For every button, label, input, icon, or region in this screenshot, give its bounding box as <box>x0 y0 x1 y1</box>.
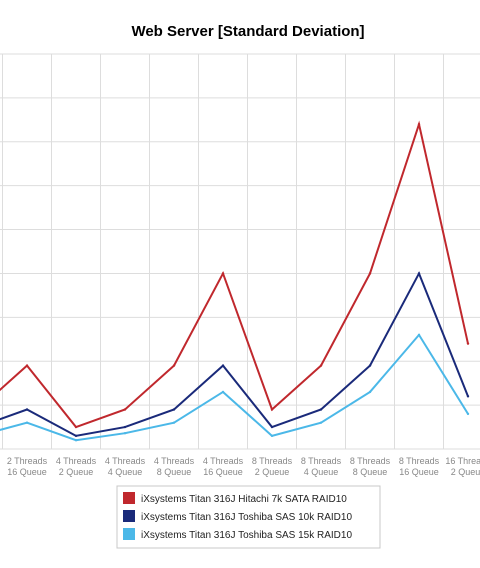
x-tick-label: 4 Threads 2 Queue <box>56 456 97 477</box>
data-point <box>25 408 29 411</box>
data-point <box>123 432 127 435</box>
legend: iXsystems Titan 316J Hitachi 7k SATA RAI… <box>116 485 381 549</box>
data-point <box>172 408 176 411</box>
data-point <box>466 342 470 345</box>
data-point <box>368 390 372 394</box>
data-point <box>123 425 127 429</box>
x-tick-label: 8 Threads 2 Queue <box>252 456 293 477</box>
data-point <box>319 364 323 367</box>
data-point <box>172 421 176 424</box>
x-tick-label: 4 Threads 16 Queue <box>203 456 244 477</box>
legend-box <box>116 485 381 549</box>
legend-swatch <box>123 492 135 504</box>
data-point <box>221 364 225 367</box>
data-point <box>123 408 127 411</box>
data-point <box>25 421 29 424</box>
data-point <box>172 364 176 367</box>
series-line-3 <box>0 333 469 442</box>
data-point <box>25 364 29 367</box>
x-tick-label: 2 Threads 16 Queue <box>7 456 48 477</box>
data-point <box>368 272 372 275</box>
data-point <box>270 408 274 411</box>
legend-label: iXsystems Titan 316J Toshiba SAS 10k RAI… <box>141 512 352 523</box>
data-point <box>417 333 421 337</box>
data-point <box>221 390 225 394</box>
x-tick-label: 8 Threads 4 Queue <box>301 456 342 477</box>
series-line-1 <box>0 120 469 429</box>
data-point <box>221 272 225 275</box>
legend-label: iXsystems Titan 316J Hitachi 7k SATA RAI… <box>141 494 347 505</box>
legend-swatch <box>123 528 135 540</box>
legend-swatch <box>123 510 135 522</box>
legend-label: iXsystems Titan 316J Toshiba SAS 15k RAI… <box>141 530 352 541</box>
chart-title: Web Server [Standard Deviation] <box>131 23 364 40</box>
data-point <box>74 434 78 438</box>
data-point <box>74 425 78 429</box>
x-tick-label: 8 Threads 16 Queue <box>399 456 440 477</box>
data-point <box>368 364 372 367</box>
grid <box>0 53 480 450</box>
data-point <box>417 272 421 275</box>
data-point <box>466 395 470 398</box>
data-point <box>74 439 78 442</box>
x-tick-label: 4 Threads 4 Queue <box>105 456 146 477</box>
x-tick-label: 4 Threads 8 Queue <box>154 456 195 477</box>
series-lines <box>0 120 470 442</box>
series-line-2 <box>0 271 469 437</box>
data-point <box>417 123 421 126</box>
data-point <box>319 421 323 424</box>
data-point <box>270 434 274 438</box>
data-point <box>270 425 274 429</box>
data-point <box>466 412 470 416</box>
data-point <box>319 408 323 411</box>
x-tick-label: 8 Threads 8 Queue <box>350 456 391 477</box>
